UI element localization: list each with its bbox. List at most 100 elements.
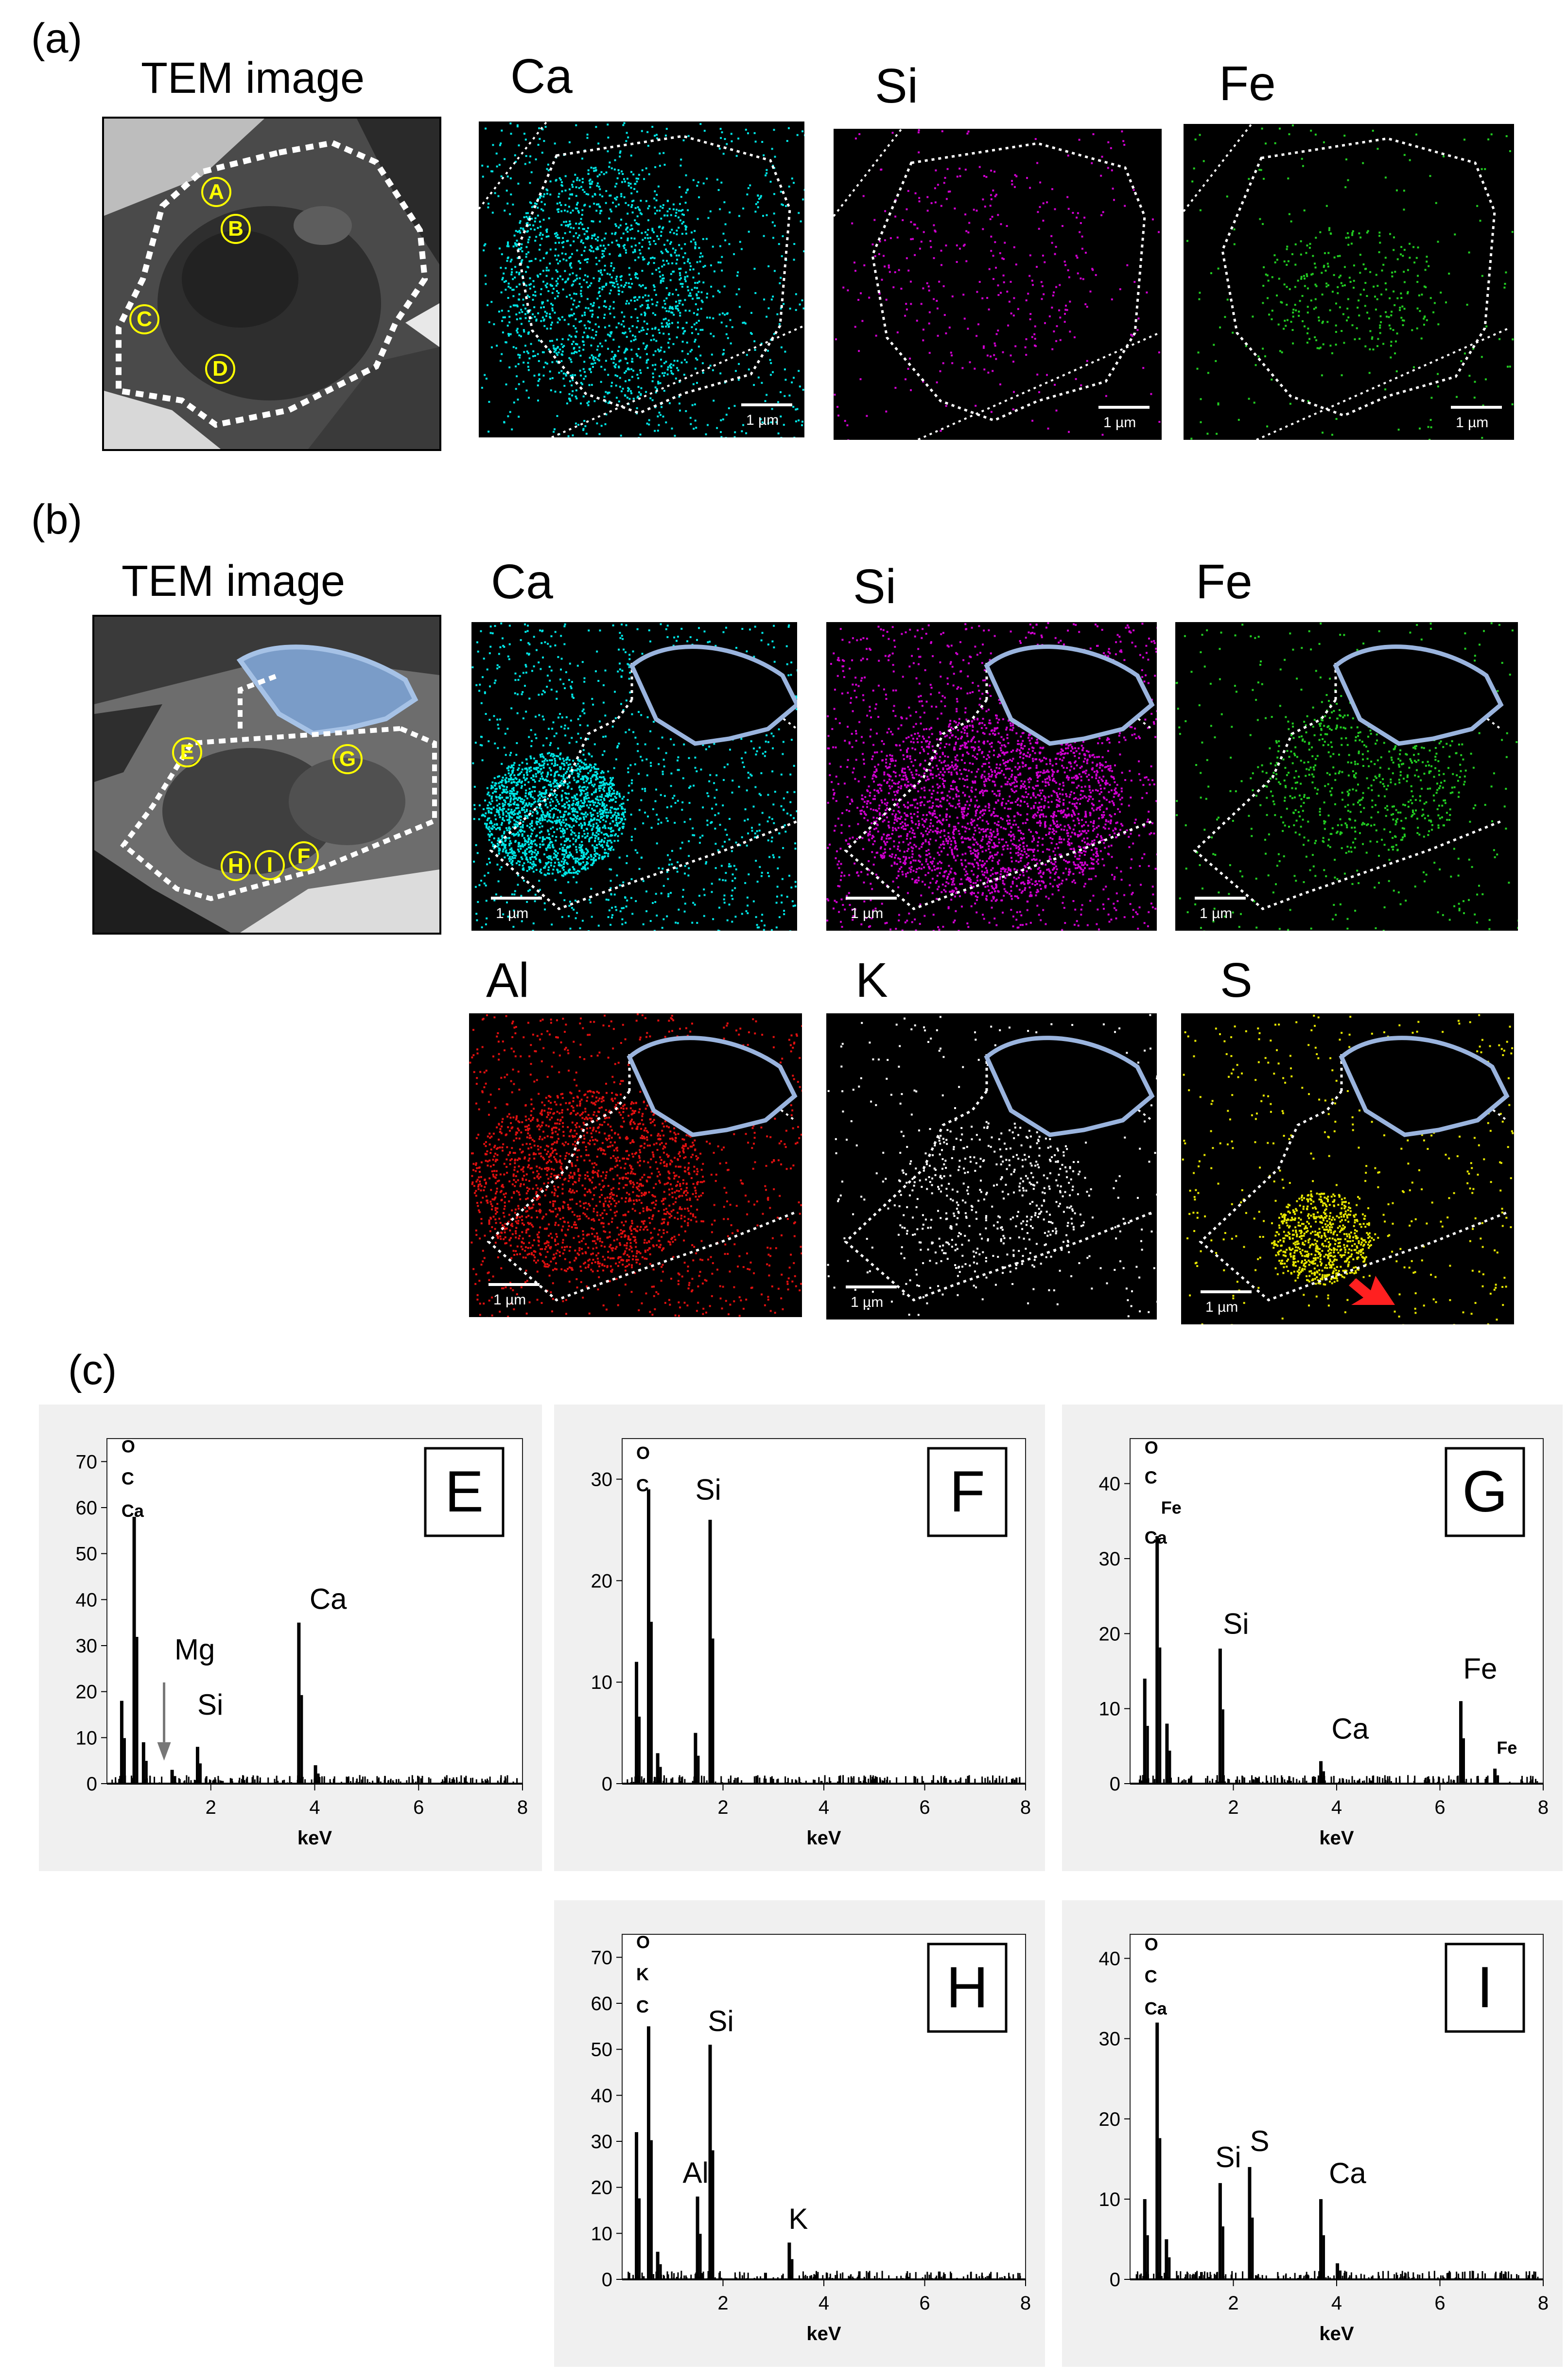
map-b-si: 1 µm (826, 622, 1157, 931)
map-dots (834, 129, 1161, 440)
peak-annotation: O (1145, 1934, 1158, 1954)
x-tick-label: 2 (717, 1797, 728, 1818)
x-tick-label: 6 (1434, 1797, 1445, 1818)
map-dots (827, 1014, 1157, 1318)
x-tick-label: 2 (1228, 2292, 1238, 2314)
spot-D: D (205, 354, 235, 384)
spectrum-peak (1319, 2199, 1323, 2279)
spectrum-H: 0 10 20 30 40 50 60 70 2 4 6 8 keV H O K C Al Si K (554, 1900, 1045, 2367)
y-tick-label: 0 (1110, 1773, 1120, 1795)
spectrum-E: 0 10 20 30 40 50 60 70 2 4 6 8 keV E O C Ca Mg Si Ca (39, 1405, 542, 1871)
map-dots (826, 622, 1157, 931)
spot-F: F (289, 841, 319, 871)
spectrum-peak-shoulder (712, 2150, 714, 2279)
map-dots (1186, 124, 1514, 440)
spectrum-peak (646, 2026, 650, 2279)
spectrum-peak-shoulder (1221, 1709, 1224, 1784)
map-b-si-title: Si (853, 559, 896, 614)
spectrum-peak (1319, 1761, 1323, 1784)
particle-outline (1199, 1052, 1507, 1302)
peak-annotation: C (636, 1476, 649, 1495)
peak-annotation: C (1145, 1966, 1157, 1986)
spectrum-svg: 0 10 20 30 2 4 6 8 keV F OC Si (591, 1438, 1031, 1849)
map-a-fe: 1 µm (1184, 124, 1514, 440)
spectrum-peak-shoulder (1168, 2257, 1171, 2279)
section-edge-line (551, 325, 804, 437)
tem-b-graphic (94, 617, 439, 933)
elemental-map-svg (471, 622, 797, 931)
x-axis-label: keV (297, 1827, 332, 1849)
peak-annotation: Si (708, 2005, 733, 2037)
spectrum-title-box (424, 1447, 505, 1537)
x-tick-label: 4 (1331, 1797, 1342, 1818)
y-tick-label: 40 (591, 2085, 613, 2106)
spectrum-peak (1248, 2167, 1252, 2279)
x-tick-label: 4 (819, 1797, 829, 1818)
panel-b-label: (b) (31, 496, 83, 543)
peak-annotation: S (1250, 2125, 1270, 2157)
spectrum-peak (1165, 2239, 1168, 2279)
spectrum-peak (1459, 1701, 1463, 1784)
spectrum-peak-shoulder (699, 2234, 702, 2279)
spectrum-peak-shoulder (712, 1638, 714, 1784)
pore-outline (1339, 1036, 1510, 1137)
spectrum-peak (141, 1742, 145, 1784)
spectrum-peak (1218, 1649, 1222, 1784)
map-b-s: 1 µm (1181, 1013, 1514, 1324)
map-b-k-title: K (855, 953, 888, 1007)
x-tick-label: 2 (717, 2292, 728, 2314)
red-arrow (1349, 1276, 1395, 1305)
x-tick-label: 8 (1538, 2292, 1549, 2314)
panel-b-tem-title: TEM image (122, 557, 346, 606)
elemental-map-svg (479, 122, 804, 437)
spectrum-peak (1336, 2263, 1340, 2279)
spectrum-peak-shoulder (1339, 2270, 1342, 2279)
tem-a-graphic (104, 119, 439, 449)
scale-bar (1195, 897, 1246, 900)
x-tick-label: 8 (1020, 1797, 1031, 1818)
spectrum-peak (297, 1622, 301, 1784)
spectrum-peak (1493, 1769, 1497, 1784)
spectrum-peak-shoulder (638, 2198, 641, 2279)
spectrum-title: F (949, 1459, 985, 1524)
spectrum-peak (696, 2196, 699, 2279)
spectrum-peak (1155, 1536, 1159, 1784)
peak-annotation: Ca (122, 1501, 144, 1521)
spot-B: B (221, 214, 251, 244)
mg-arrow-head (157, 1742, 171, 1761)
peak-annotation: O (636, 1932, 650, 1952)
peak-annotation: Ca (1329, 2157, 1366, 2189)
spectrum-svg: 0 10 20 30 40 2 4 6 8 keV I OC Ca Si S Ca (1099, 1934, 1549, 2344)
scale-bar-label: 1 µm (1456, 415, 1489, 431)
pore-outline (629, 644, 797, 746)
pore-outline (627, 1036, 798, 1137)
x-axis-label: keV (806, 1827, 841, 1849)
elemental-map-svg (827, 1014, 1157, 1318)
y-tick-label: 40 (1099, 1474, 1121, 1495)
spectrum-peak (1143, 1678, 1147, 1784)
spectrum-G: 0 10 20 30 40 2 4 6 8 keV G O C Fe Ca Si Ca Fe Fe (1062, 1405, 1563, 1871)
spectrum-peak (1165, 1723, 1169, 1784)
spot-H: H (221, 851, 251, 881)
map-b-k: 1 µm (826, 1013, 1157, 1320)
particle-outline (1221, 137, 1496, 417)
spectrum-peak-shoulder (145, 1761, 148, 1784)
spectrum-title: G (1462, 1459, 1507, 1524)
spectrum-peak (1155, 2022, 1159, 2279)
elemental-map-svg (1184, 124, 1514, 440)
particle-outline (487, 1052, 795, 1302)
spectrum-peak-shoulder (1221, 2226, 1224, 2279)
x-axis-label: keV (1319, 2323, 1354, 2344)
y-tick-label: 50 (591, 2039, 613, 2061)
scale-bar-label: 1 µm (1200, 905, 1233, 921)
spectrum-title-box (927, 1447, 1008, 1537)
scale-bar (1201, 1290, 1252, 1293)
y-tick-label: 20 (1099, 1623, 1121, 1645)
spectrum-peak (656, 1753, 660, 1784)
panel-a-label: (a) (31, 15, 83, 62)
y-tick-label: 10 (76, 1727, 98, 1749)
spectrum-peak-shoulder (174, 1776, 176, 1784)
spectrum-peak (635, 1662, 639, 1784)
